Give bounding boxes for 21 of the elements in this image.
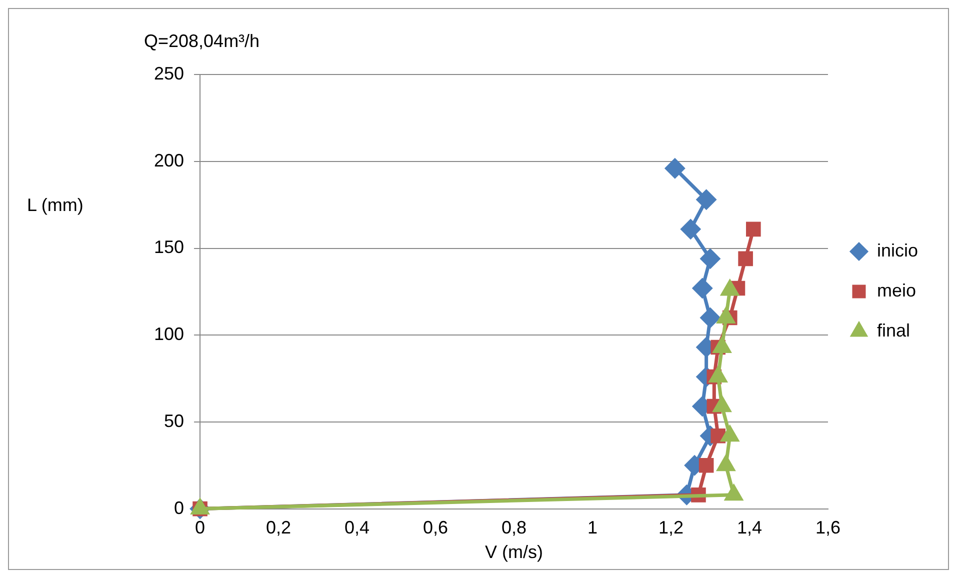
x-tick-label: 0,6 — [423, 518, 448, 538]
legend-label: meio — [876, 280, 916, 300]
y-tick-label: 150 — [154, 237, 184, 258]
x-tick-label: 1,2 — [658, 518, 684, 538]
x-axis-title: V (m/s) — [485, 542, 544, 562]
x-tick-label: 1,4 — [736, 518, 762, 538]
y-tick-label: 50 — [164, 410, 184, 431]
y-tick-label: 200 — [154, 150, 184, 170]
x-tick-label: 0,8 — [501, 518, 527, 538]
x-tick-label: 0,4 — [344, 518, 370, 538]
legend-label: final — [876, 320, 910, 340]
y-axis-title: L (mm) — [27, 194, 84, 215]
legend-label: inicio — [876, 240, 918, 260]
y-tick-label: 100 — [154, 324, 184, 344]
x-tick-label: 1 — [587, 518, 598, 538]
x-tick-label: 1,6 — [815, 518, 840, 538]
y-tick-label: 250 — [154, 64, 184, 84]
x-tick-label: 0 — [195, 518, 206, 538]
y-tick-label: 0 — [174, 498, 184, 518]
chart-title: Q=208,04m³/h — [144, 30, 260, 51]
x-tick-label: 0,2 — [266, 518, 292, 538]
